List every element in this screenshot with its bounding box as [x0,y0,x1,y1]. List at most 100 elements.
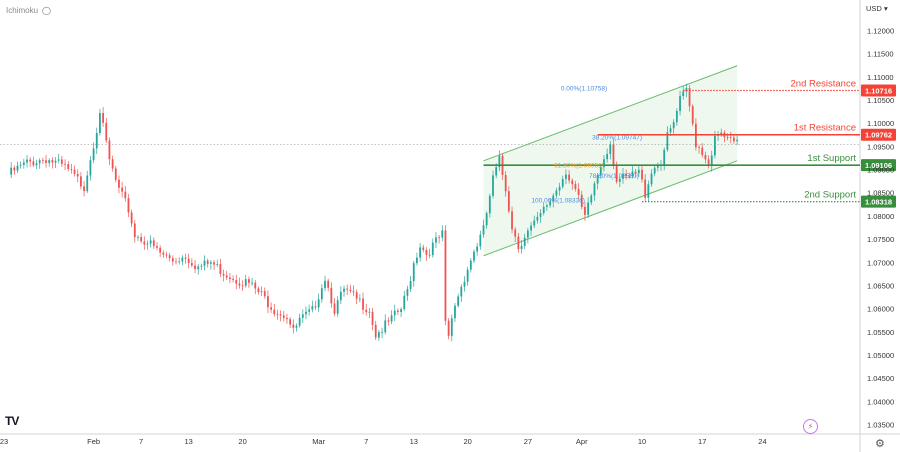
candle [663,149,666,165]
candle [102,113,104,123]
indicator-label[interactable]: Ichimoku ◯ [6,6,51,15]
y-tick-label: 1.05500 [867,328,894,337]
candle [377,332,380,338]
candle [327,280,330,288]
channel-upper-line[interactable] [483,65,738,162]
y-tick-label: 1.03500 [867,421,894,430]
candle [355,292,358,299]
candle [333,303,336,314]
eye-icon[interactable]: ◯ [42,6,51,15]
candle [124,191,127,199]
candle [539,213,542,217]
candle [698,147,700,148]
fib-label: 0.00%(1.10758) [561,85,607,92]
candle [165,254,168,256]
candle [729,137,732,138]
candle [60,159,63,164]
candle [552,195,555,202]
price-tag-1st-resistance [861,128,896,141]
candle [216,264,219,265]
candle [35,163,38,166]
candle [656,165,659,168]
candle [622,173,624,179]
y-tick-label: 1.12000 [867,27,894,36]
candle [225,275,228,278]
candle [105,122,108,141]
candle [317,299,320,308]
x-tick-label: 27 [524,437,532,446]
candle [121,187,124,192]
level-label-2nd-support: 2nd Support [804,190,856,201]
candle [143,241,146,245]
candle [67,164,70,170]
candle [311,306,314,310]
x-tick-label: 7 [139,437,143,446]
candle [444,230,447,321]
x-tick-label: 23 [0,437,8,446]
candle [137,237,139,238]
candle [171,258,174,262]
candle [397,310,399,313]
candle [358,298,361,300]
candle [64,163,66,165]
candle [568,174,570,181]
candle [203,260,206,266]
candle [707,159,710,166]
candle [647,184,650,198]
candle [628,175,631,177]
candle [10,167,13,175]
candle [381,332,383,333]
candle [441,230,444,238]
candle [584,206,586,215]
candle [736,139,738,142]
candle [599,166,602,176]
candle [476,246,479,252]
candle [701,147,704,156]
candle [672,122,675,129]
candle [362,298,364,310]
candle [431,242,434,256]
candle [403,295,406,310]
candle [162,252,165,255]
candle [523,237,526,246]
candle [387,320,390,322]
x-tick-label: 17 [698,437,706,446]
candle [279,314,282,316]
fib-label: 61.80%(1.09051) [554,162,604,169]
candle [669,128,672,133]
currency-label: USD [866,4,882,13]
y-tick-label: 1.10000 [867,119,894,128]
channel-lower-line[interactable] [483,160,738,257]
y-tick-label: 1.04500 [867,374,894,383]
x-tick-label: 10 [638,437,646,446]
candle [276,314,279,315]
candle [152,240,155,247]
settings-gear-icon[interactable]: ⚙ [875,438,885,450]
candle [593,183,596,196]
candle [301,314,304,318]
candle [482,225,485,235]
candle [251,282,253,284]
candle [108,140,111,160]
x-tick-label: Apr [576,437,588,446]
candle [609,144,612,154]
candle [720,132,723,135]
candle [504,174,507,192]
currency-selector[interactable]: USD ▾ [866,4,888,13]
candle [517,236,520,250]
candle [533,220,536,226]
candle [571,180,574,185]
indicator-name: Ichimoku [6,6,39,15]
candle [111,159,114,169]
candle [159,247,162,253]
candle [41,160,44,161]
candle [305,311,307,315]
candle [409,281,412,289]
candle [685,87,688,92]
candle [86,175,89,192]
candle [48,160,51,164]
lightning-icon[interactable]: ⚡ [803,419,818,434]
candle [83,186,85,192]
candle [691,106,694,124]
